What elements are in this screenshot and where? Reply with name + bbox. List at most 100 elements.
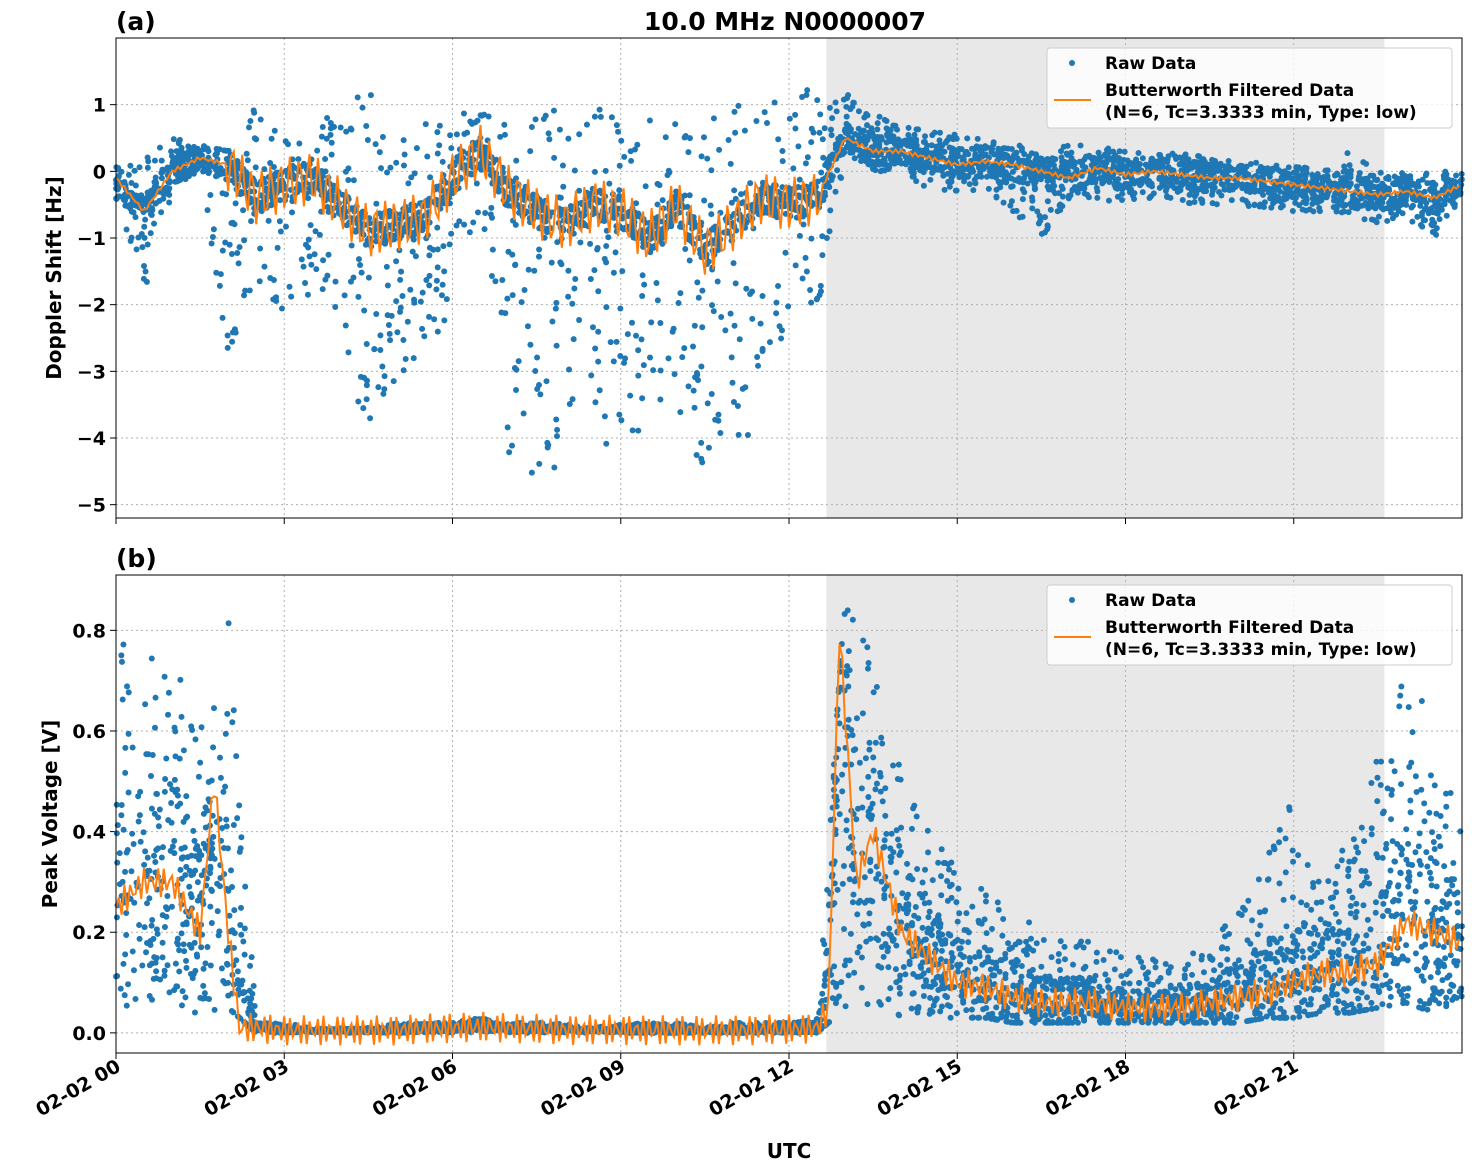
raw-point [522, 287, 528, 293]
raw-point [856, 108, 862, 114]
raw-point [735, 403, 741, 409]
raw-point [549, 260, 555, 266]
raw-point [1342, 202, 1348, 208]
raw-point [1045, 184, 1051, 190]
raw-point [833, 100, 839, 106]
raw-point [1079, 160, 1085, 166]
raw-point [364, 396, 370, 402]
raw-point [1429, 205, 1435, 211]
raw-point [1395, 983, 1401, 989]
raw-point [488, 211, 494, 217]
raw-point [927, 177, 933, 183]
raw-point [983, 151, 989, 157]
raw-point [1443, 171, 1449, 177]
raw-point [1378, 170, 1384, 176]
raw-point [308, 262, 314, 268]
raw-point [126, 172, 132, 178]
raw-point [435, 329, 441, 335]
raw-point [249, 954, 255, 960]
raw-point [961, 172, 967, 178]
raw-point [361, 308, 367, 314]
raw-point [879, 137, 885, 143]
raw-point [628, 148, 634, 154]
raw-point [1383, 205, 1389, 211]
raw-point [447, 132, 453, 138]
raw-point [594, 247, 600, 253]
raw-point [758, 321, 764, 327]
raw-point [1218, 193, 1224, 199]
raw-point [736, 432, 742, 438]
raw-point [841, 863, 847, 869]
raw-point [360, 405, 366, 411]
raw-point [1309, 190, 1315, 196]
raw-point [434, 129, 440, 135]
raw-point [1068, 192, 1074, 198]
raw-point [358, 374, 364, 380]
raw-point [513, 158, 519, 164]
raw-point [716, 147, 722, 153]
raw-point [525, 323, 531, 329]
raw-point [1034, 156, 1040, 162]
raw-point [132, 168, 138, 174]
raw-point [592, 346, 598, 352]
raw-point [676, 300, 682, 306]
raw-point [1164, 185, 1170, 191]
raw-point [142, 217, 148, 223]
raw-point [1173, 179, 1179, 185]
raw-point [1183, 161, 1189, 167]
raw-point [509, 443, 515, 449]
raw-point [137, 164, 143, 170]
raw-point [1201, 180, 1207, 186]
raw-point [1016, 175, 1022, 181]
raw-point [681, 345, 687, 351]
raw-point [560, 184, 566, 190]
raw-point [332, 304, 338, 310]
raw-point [1421, 217, 1427, 223]
raw-point [271, 164, 277, 170]
raw-point [181, 948, 187, 954]
raw-point [565, 268, 571, 274]
raw-point [584, 122, 590, 128]
raw-point [329, 140, 335, 146]
raw-point [283, 224, 289, 230]
raw-point [709, 391, 715, 397]
raw-point [764, 120, 770, 126]
raw-point [609, 114, 615, 120]
raw-point [641, 282, 647, 288]
raw-point [1450, 201, 1456, 207]
raw-point [687, 192, 693, 198]
raw-point [122, 869, 128, 875]
raw-point [677, 290, 683, 296]
raw-point [141, 235, 147, 241]
raw-point [1209, 192, 1215, 198]
raw-point [906, 125, 912, 131]
raw-point [1202, 159, 1208, 165]
raw-point [857, 147, 863, 153]
raw-point [437, 123, 443, 129]
raw-point [1276, 167, 1282, 173]
raw-point [348, 127, 354, 133]
raw-point [711, 115, 717, 121]
raw-point [205, 207, 211, 213]
raw-point [969, 904, 975, 910]
raw-point [426, 314, 432, 320]
y-tick-label: 0.2 [72, 922, 106, 944]
raw-point [834, 167, 840, 173]
raw-point [999, 151, 1005, 157]
raw-point [1379, 181, 1385, 187]
raw-point [706, 445, 712, 451]
raw-point [1084, 192, 1090, 198]
raw-point [950, 136, 956, 142]
raw-point [754, 354, 760, 360]
raw-point [220, 315, 226, 321]
raw-point [773, 300, 779, 306]
raw-point [616, 193, 622, 199]
raw-point [1210, 162, 1216, 168]
raw-point [412, 170, 418, 176]
raw-point [236, 260, 242, 266]
raw-point [534, 354, 540, 360]
raw-point [1262, 199, 1268, 205]
raw-point [827, 228, 833, 234]
raw-point [1034, 940, 1040, 946]
